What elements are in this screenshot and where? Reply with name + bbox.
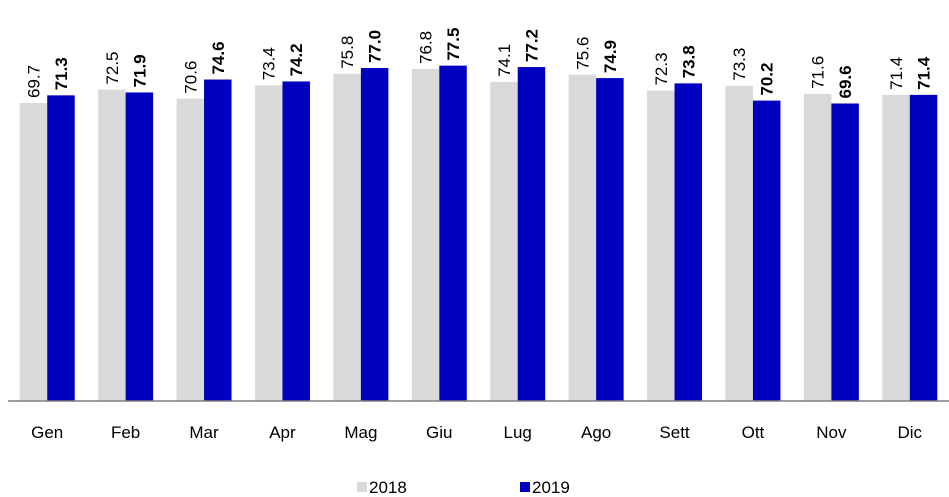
bar: [204, 79, 232, 402]
bar: [674, 83, 703, 402]
value-label: 72.3: [652, 52, 671, 85]
value-label: 75.8: [338, 36, 357, 69]
bar: [831, 103, 859, 401]
x-tick-label: Apr: [269, 423, 296, 442]
value-label: 73.3: [730, 48, 749, 81]
value-label: 71.9: [130, 54, 149, 87]
bar: [882, 94, 910, 401]
value-label: 71.6: [809, 56, 828, 89]
x-tick-label: Ago: [581, 423, 611, 442]
bar: [725, 85, 753, 401]
x-tick-label: Mag: [344, 423, 377, 442]
value-label: 69.6: [836, 65, 855, 98]
value-label: 74.1: [495, 44, 514, 77]
value-label: 76.8: [417, 31, 436, 64]
x-tick-label: Dic: [898, 423, 923, 442]
x-tick-label: Lug: [504, 423, 532, 442]
bar: [47, 95, 75, 402]
bar: [490, 81, 518, 401]
legend-swatch: [357, 482, 367, 492]
x-tick-label: Mar: [189, 423, 219, 442]
bar: [360, 68, 389, 401]
value-label: 70.2: [758, 63, 777, 96]
value-label: 70.6: [181, 61, 200, 94]
value-label: 77.2: [522, 29, 541, 62]
value-label: 71.4: [915, 56, 934, 90]
bar: [803, 93, 832, 401]
x-tick-label: Ott: [742, 423, 765, 442]
value-label: 73.8: [679, 45, 698, 78]
legend-swatch: [520, 482, 530, 492]
value-label: 71.3: [52, 57, 71, 90]
value-label: 71.4: [887, 57, 906, 90]
bar: [282, 81, 310, 401]
bar: [439, 65, 467, 401]
value-label: 74.2: [287, 43, 306, 76]
bar: [125, 92, 154, 401]
bar: [909, 94, 938, 401]
value-label: 69.7: [24, 65, 43, 98]
legend-label: 2018: [369, 478, 407, 497]
bar: [647, 90, 675, 401]
x-tick-label: Giu: [426, 423, 452, 442]
bar: [568, 74, 597, 402]
value-label: 74.6: [209, 41, 228, 74]
x-tick-label: Nov: [816, 423, 847, 442]
bar: [752, 100, 781, 402]
bar: [596, 78, 624, 402]
x-tick-label: Feb: [111, 423, 140, 442]
value-label: 77.5: [444, 28, 463, 61]
value-label: 77.0: [366, 30, 385, 63]
bar: [254, 85, 283, 401]
bar: [98, 89, 126, 401]
x-tick-label: Sett: [659, 423, 690, 442]
bar: [517, 67, 546, 401]
bar: [411, 68, 440, 401]
bar: [19, 103, 48, 402]
value-label: 74.9: [601, 40, 620, 73]
x-tick-label: Gen: [31, 423, 63, 442]
value-label: 72.5: [103, 51, 122, 84]
bar: [176, 98, 205, 402]
bar: [333, 73, 361, 402]
legend-label: 2019: [532, 478, 570, 497]
value-label: 75.6: [573, 37, 592, 70]
value-label: 73.4: [260, 47, 279, 80]
